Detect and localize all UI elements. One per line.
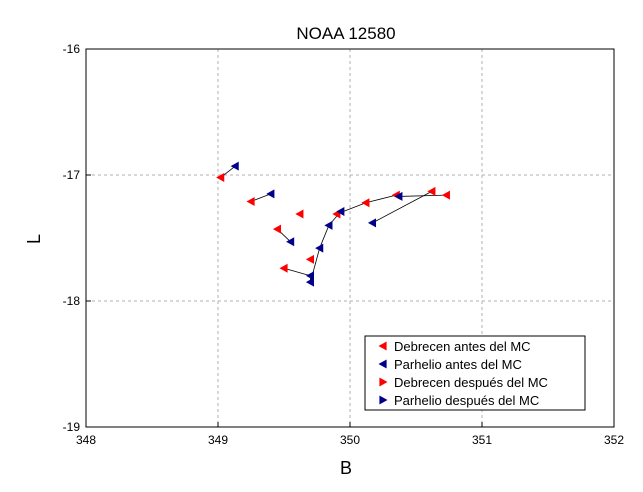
data-point	[272, 224, 281, 234]
data-point	[305, 277, 314, 287]
legend-label: Debrecen después del MC	[394, 375, 548, 390]
x-tick-label: 351	[472, 433, 492, 447]
connection-line	[283, 267, 311, 277]
data-point	[427, 186, 436, 196]
grid	[86, 49, 614, 427]
x-tick-label: 349	[208, 433, 228, 447]
y-tick-label: -18	[63, 294, 81, 308]
connection-line	[398, 194, 447, 197]
y-tick-label: -19	[63, 420, 81, 434]
y-tick-label: -16	[63, 42, 81, 56]
legend-box	[364, 335, 586, 411]
data-point	[266, 189, 275, 199]
x-tick-label: 352	[604, 433, 624, 447]
connection-line	[365, 194, 397, 204]
connection-line	[319, 225, 330, 249]
legend-label: Debrecen antes del MC	[394, 339, 531, 354]
x-axis-label: B	[340, 458, 352, 478]
y-axis-label: L	[24, 234, 44, 244]
data-point	[367, 218, 377, 228]
data-points	[216, 161, 450, 287]
data-point	[336, 207, 345, 217]
legend-marker	[378, 341, 387, 351]
data-point	[305, 254, 314, 264]
legend: Debrecen antes del MC Parhelio antes del …	[364, 335, 586, 411]
legend-label: Parhelio antes del MC	[394, 357, 522, 372]
data-point	[230, 161, 239, 171]
data-point	[441, 190, 450, 200]
legend-marker	[379, 395, 388, 405]
data-point	[216, 173, 225, 183]
y-tick-label: -17	[63, 168, 81, 182]
legend-marker	[378, 359, 387, 369]
x-tick-label: 350	[340, 433, 360, 447]
data-point	[315, 243, 324, 253]
data-point	[324, 220, 333, 230]
data-point	[286, 237, 295, 247]
data-point	[246, 196, 255, 206]
connection-lines	[220, 165, 447, 283]
x-tick-label: 348	[76, 433, 96, 447]
data-point	[361, 198, 370, 208]
data-point	[394, 191, 403, 201]
legend-label: Parhelio después del MC	[394, 393, 539, 408]
legend-marker	[379, 377, 388, 387]
data-point	[305, 271, 314, 281]
axis-ticks: 348 349 350 351 352 -19 -18 -17 -16	[63, 42, 625, 447]
data-point	[295, 209, 304, 219]
data-point	[279, 263, 288, 273]
connection-line	[372, 191, 433, 224]
chart-title: NOAA 12580	[296, 24, 395, 43]
